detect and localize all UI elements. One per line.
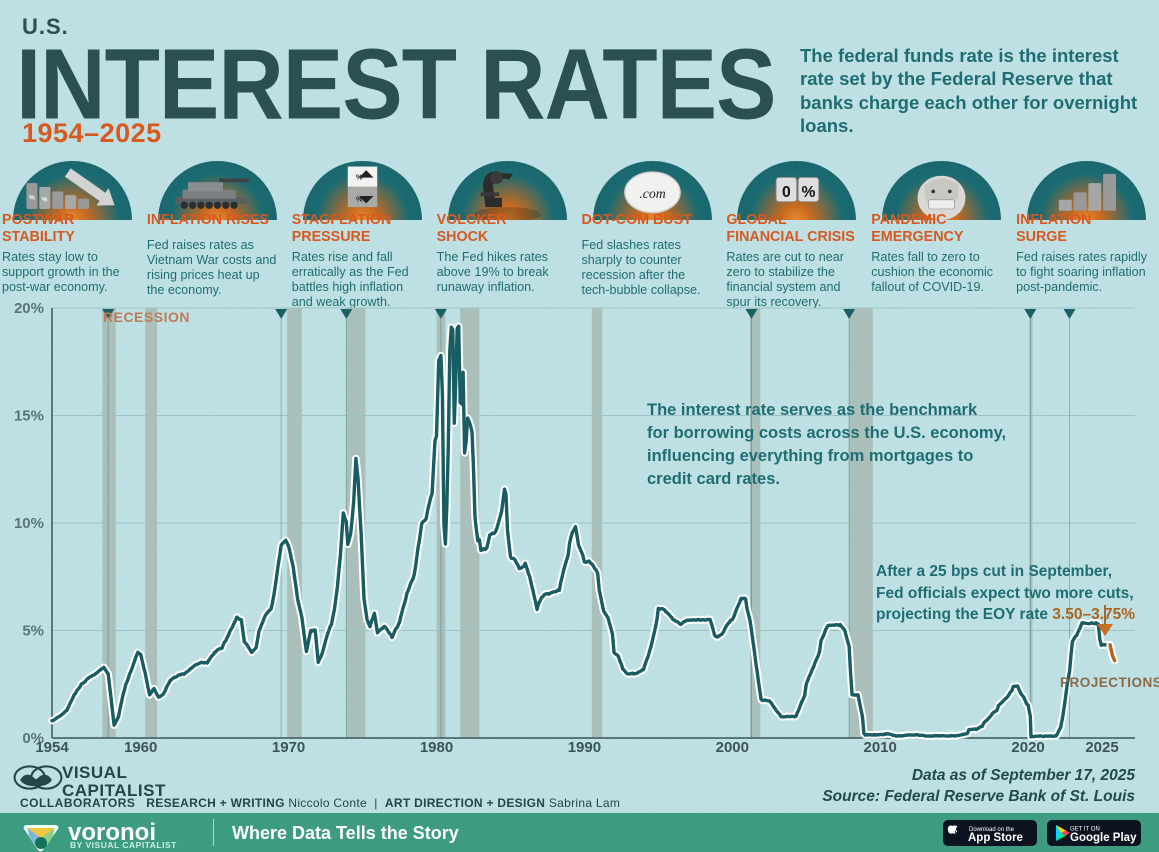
svg-text:2010: 2010	[864, 739, 897, 756]
svg-text:App Store: App Store	[968, 832, 1023, 844]
svg-text:Google Play: Google Play	[1070, 832, 1137, 844]
svg-text:15%: 15%	[14, 408, 44, 425]
svg-text:1980: 1980	[420, 739, 453, 756]
svg-text:2000: 2000	[716, 739, 749, 756]
svg-text:2025: 2025	[1085, 739, 1118, 756]
svg-text:1960: 1960	[124, 739, 157, 756]
svg-text:2020: 2020	[1011, 739, 1044, 756]
svg-text:10%: 10%	[14, 515, 44, 532]
svg-text:5%: 5%	[22, 623, 44, 640]
svg-text:1970: 1970	[272, 739, 305, 756]
svg-text:1990: 1990	[568, 739, 601, 756]
svg-text:1954: 1954	[35, 739, 69, 756]
svg-text:20%: 20%	[14, 300, 44, 317]
